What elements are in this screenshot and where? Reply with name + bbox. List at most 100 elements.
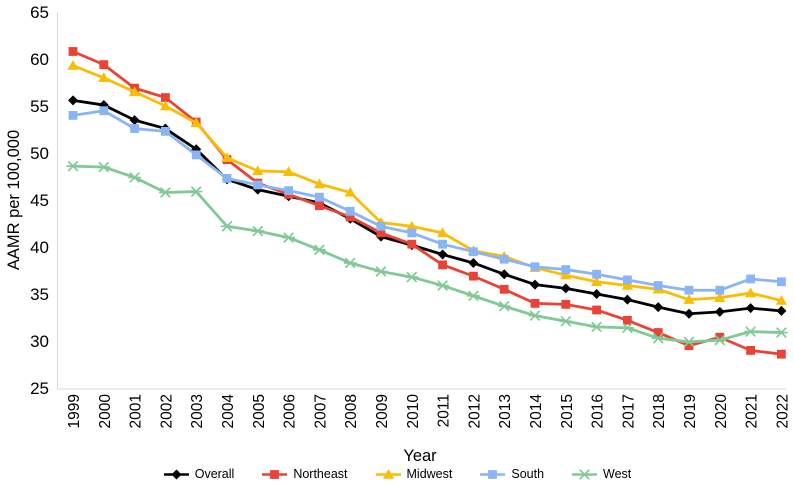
- triangle-marker: [98, 72, 110, 82]
- asterisk-marker: [282, 232, 296, 243]
- legend-item-overall: Overall: [163, 467, 235, 481]
- asterisk-marker: [744, 326, 758, 337]
- diamond-marker: [68, 95, 78, 106]
- square-marker: [376, 221, 386, 231]
- diamond-marker: [499, 269, 510, 280]
- x-tick-label: 2003: [189, 394, 206, 428]
- diamond-marker: [653, 302, 664, 313]
- y-tick-label: 40: [30, 238, 49, 257]
- x-tick-label: 2016: [590, 394, 607, 428]
- square-marker: [469, 271, 478, 281]
- y-axis-title: AAMR per 100,000: [5, 130, 23, 270]
- square-marker: [407, 239, 417, 249]
- asterisk-marker: [651, 333, 665, 344]
- square-marker: [222, 173, 232, 183]
- diamond-marker: [714, 306, 725, 317]
- x-tick-label: 2007: [312, 394, 329, 428]
- x-tick-label: 2018: [651, 394, 668, 428]
- square-marker: [284, 186, 293, 195]
- diamond-marker: [129, 115, 140, 126]
- square-marker: [561, 299, 571, 309]
- x-tick-label: 2000: [97, 394, 114, 429]
- x-tick-label: 2020: [713, 394, 730, 429]
- y-tick-label: 50: [30, 144, 49, 163]
- asterisk-marker: [343, 257, 357, 269]
- diamond-marker: [622, 294, 633, 305]
- triangle-marker: [560, 269, 572, 280]
- x-tick-label: 2002: [158, 394, 175, 428]
- x-tick-label: 2010: [405, 394, 422, 429]
- triangle-marker: [591, 276, 603, 286]
- asterisk-marker: [251, 225, 265, 237]
- asterisk-marker: [374, 266, 388, 277]
- square-marker: [99, 60, 109, 70]
- square-marker: [499, 284, 509, 294]
- square-marker: [592, 305, 601, 315]
- asterisk-marker: [436, 280, 450, 291]
- diamond-marker: [171, 469, 182, 479]
- x-tick-label: 2005: [251, 394, 268, 428]
- diamond-marker: [560, 283, 571, 294]
- x-tick-label: 2006: [282, 394, 299, 428]
- x-tick-label: 2021: [744, 394, 761, 428]
- asterisk-marker: [466, 290, 480, 302]
- square-marker: [715, 285, 725, 295]
- triangle-marker: [775, 295, 787, 305]
- legend-label: Midwest: [406, 467, 453, 481]
- series-overall: [68, 95, 787, 319]
- x-tick-label: 2001: [128, 394, 145, 428]
- square-marker: [488, 469, 498, 479]
- asterisk-marker: [528, 310, 542, 321]
- square-marker: [684, 285, 694, 295]
- y-tick-label: 25: [30, 379, 49, 398]
- diamond-marker: [437, 249, 448, 260]
- triangle-marker: [283, 166, 295, 176]
- x-tick-label: 2012: [466, 394, 483, 428]
- series-line: [71, 109, 783, 292]
- asterisk-marker: [497, 301, 511, 312]
- asterisk-marker: [189, 186, 203, 197]
- square-marker: [653, 328, 663, 337]
- triangle-marker: [159, 100, 171, 111]
- asterisk-marker: [128, 172, 142, 183]
- square-marker: [315, 192, 324, 202]
- asterisk-marker: [774, 327, 788, 338]
- legend-marker-icon: [262, 469, 288, 479]
- x-tick-label: 2019: [682, 394, 699, 428]
- square-marker: [438, 260, 447, 270]
- x-axis-title: Year: [403, 447, 437, 465]
- square-marker: [345, 212, 355, 222]
- asterisk-marker: [590, 321, 604, 333]
- legend-marker-icon: [375, 468, 401, 479]
- square-marker: [68, 111, 78, 120]
- x-tick-label: 2015: [559, 394, 576, 428]
- diamond-marker: [684, 308, 694, 319]
- triangle-marker: [129, 86, 141, 97]
- triangle-marker: [621, 280, 633, 290]
- square-marker: [270, 469, 280, 479]
- square-marker: [345, 206, 355, 216]
- asterisk-marker: [405, 271, 419, 283]
- diamond-marker: [591, 289, 602, 299]
- square-marker: [561, 265, 571, 274]
- square-marker: [161, 93, 170, 102]
- data-series: [66, 47, 788, 359]
- y-tick-label: 55: [30, 97, 49, 116]
- square-marker: [530, 262, 540, 272]
- legend-label: West: [603, 467, 632, 481]
- diamond-marker: [776, 305, 787, 316]
- triangle-marker: [437, 227, 449, 238]
- triangle-marker: [344, 186, 356, 197]
- square-marker: [623, 275, 632, 285]
- x-tick-label: 2022: [774, 394, 791, 428]
- triangle-marker: [683, 294, 695, 304]
- legend-label: Overall: [194, 467, 235, 481]
- x-tick-label: 2009: [374, 394, 391, 428]
- square-marker: [407, 228, 417, 238]
- x-tick-label: 2004: [220, 394, 237, 429]
- legend-label: Northeast: [293, 467, 348, 481]
- legend-item-west: West: [571, 467, 631, 481]
- series-line: [71, 98, 783, 316]
- square-marker: [469, 247, 478, 257]
